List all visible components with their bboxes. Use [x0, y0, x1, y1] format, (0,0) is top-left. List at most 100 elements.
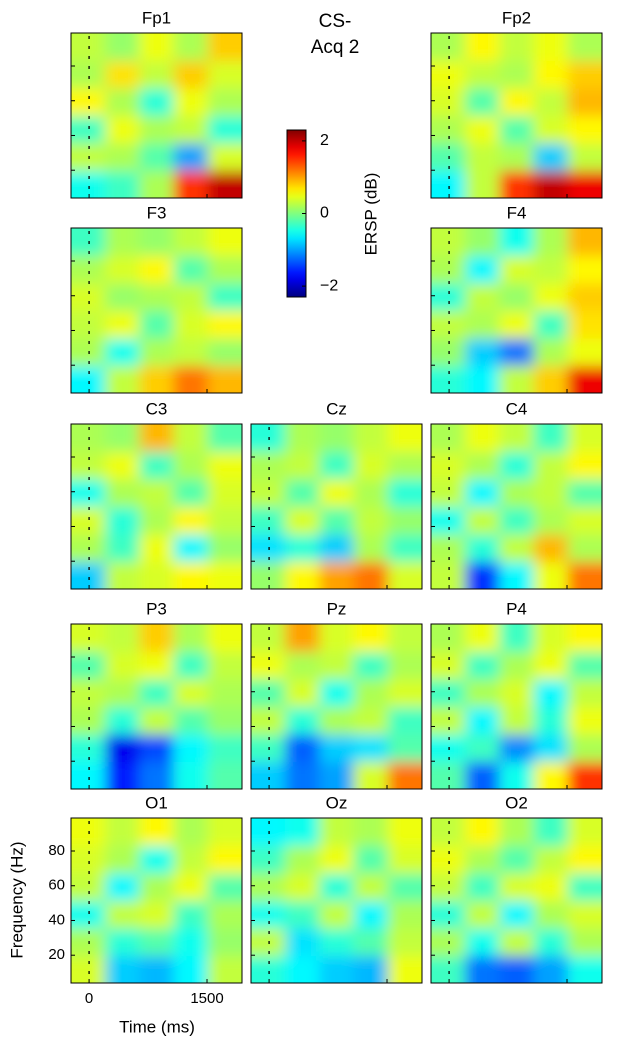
panel-title: O2: [505, 793, 528, 812]
heatmap-cell: [567, 845, 602, 874]
y-tick-label: 80: [48, 842, 65, 859]
heatmap-cell: [499, 255, 535, 284]
heatmap-cell: [207, 310, 242, 339]
heatmap: [71, 424, 242, 589]
heatmap-cell: [465, 651, 500, 680]
heatmap-cell: [139, 873, 175, 901]
heatmap-clip: [251, 624, 422, 789]
heatmap-cell: [105, 451, 140, 480]
heatmap-cell: [105, 734, 140, 762]
heatmap-cell: [71, 33, 106, 61]
heatmap-cell: [207, 873, 242, 901]
heatmap-cell: [431, 761, 466, 789]
heatmap-cell: [285, 900, 320, 929]
heatmap-cell: [71, 561, 106, 589]
heatmap-cell: [353, 873, 389, 901]
heatmap-cell: [71, 955, 106, 983]
heatmap-cell: [173, 624, 209, 652]
panel-frame: [70, 32, 243, 199]
heatmap-cell: [71, 706, 106, 735]
heatmap-cell: [139, 679, 175, 707]
heatmap-cell: [387, 534, 422, 562]
heatmap-cell: [431, 451, 466, 480]
heatmap-cell: [105, 228, 140, 256]
heatmap-cell: [431, 338, 466, 366]
heatmap-cell: [173, 818, 209, 846]
heatmap-cell: [353, 679, 389, 707]
heatmap-cell: [139, 479, 175, 507]
heatmap-cell: [567, 900, 602, 929]
heatmap-cell: [173, 170, 209, 198]
heatmap-cell: [319, 900, 355, 929]
heatmap-cell: [465, 818, 500, 846]
heatmap-cell: [207, 651, 242, 680]
heatmap-cell: [353, 818, 389, 846]
heatmap-cell: [105, 561, 140, 589]
heatmap-cell: [319, 734, 355, 762]
panel-title: F4: [507, 203, 527, 222]
heatmap-cell: [499, 506, 535, 535]
heatmap-cell: [139, 255, 175, 284]
heatmap-cell: [319, 624, 355, 652]
panel-frame: [430, 32, 603, 199]
heatmap-cell: [71, 283, 106, 311]
colorbar-tick-label: 0: [320, 205, 329, 222]
heatmap-cell: [533, 338, 569, 366]
heatmap-cell: [139, 651, 175, 680]
heatmap-cell: [387, 679, 422, 707]
panel-frame: [250, 623, 423, 790]
heatmap-cell: [173, 255, 209, 284]
heatmap-cell: [139, 451, 175, 480]
panel-frame: [250, 817, 423, 984]
heatmap-cell: [533, 534, 569, 562]
heatmap-cell: [139, 170, 175, 198]
heatmap-cell: [139, 310, 175, 339]
heatmap-cell: [567, 88, 602, 116]
heatmap-cell: [139, 143, 175, 171]
heatmap-cell: [251, 761, 286, 789]
heatmap-cell: [499, 624, 535, 652]
heatmap-cell: [173, 424, 209, 452]
heatmap-cell: [319, 818, 355, 846]
heatmap-cell: [139, 88, 175, 116]
heatmap-cell: [207, 928, 242, 956]
heatmap-cell: [251, 845, 286, 874]
heatmap-cell: [387, 506, 422, 535]
heatmap-cell: [285, 624, 320, 652]
panel-frame: [250, 423, 423, 590]
heatmap-cell: [567, 624, 602, 652]
heatmap-cell: [567, 255, 602, 284]
heatmap-cell: [567, 761, 602, 789]
heatmap-cell: [285, 479, 320, 507]
heatmap-cell: [173, 143, 209, 171]
heatmap: [251, 424, 422, 589]
heatmap-cell: [499, 873, 535, 901]
heatmap-cell: [465, 561, 500, 589]
heatmap-cell: [387, 955, 422, 983]
heatmap-cell: [431, 955, 466, 983]
heatmap-cell: [431, 873, 466, 901]
panel-title: Oz: [326, 793, 348, 812]
panel-title: Cz: [326, 399, 347, 418]
heatmap-cell: [431, 651, 466, 680]
heatmap-cell: [319, 479, 355, 507]
heatmap-cell: [465, 624, 500, 652]
heatmap-cell: [431, 283, 466, 311]
heatmap-cell: [533, 424, 569, 452]
heatmap-cell: [431, 33, 466, 61]
heatmap-cell: [207, 955, 242, 983]
heatmap-cell: [353, 900, 389, 929]
heatmap-cell: [139, 228, 175, 256]
heatmap-cell: [499, 310, 535, 339]
heatmap-cell: [71, 451, 106, 480]
heatmap-cell: [71, 143, 106, 171]
heatmap-cell: [567, 33, 602, 61]
heatmap-cell: [431, 365, 466, 393]
heatmap-cell: [567, 479, 602, 507]
heatmap-cell: [319, 761, 355, 789]
heatmap-cell: [139, 928, 175, 956]
heatmap-cell: [139, 734, 175, 762]
heatmap-cell: [71, 424, 106, 452]
heatmap-cell: [533, 818, 569, 846]
